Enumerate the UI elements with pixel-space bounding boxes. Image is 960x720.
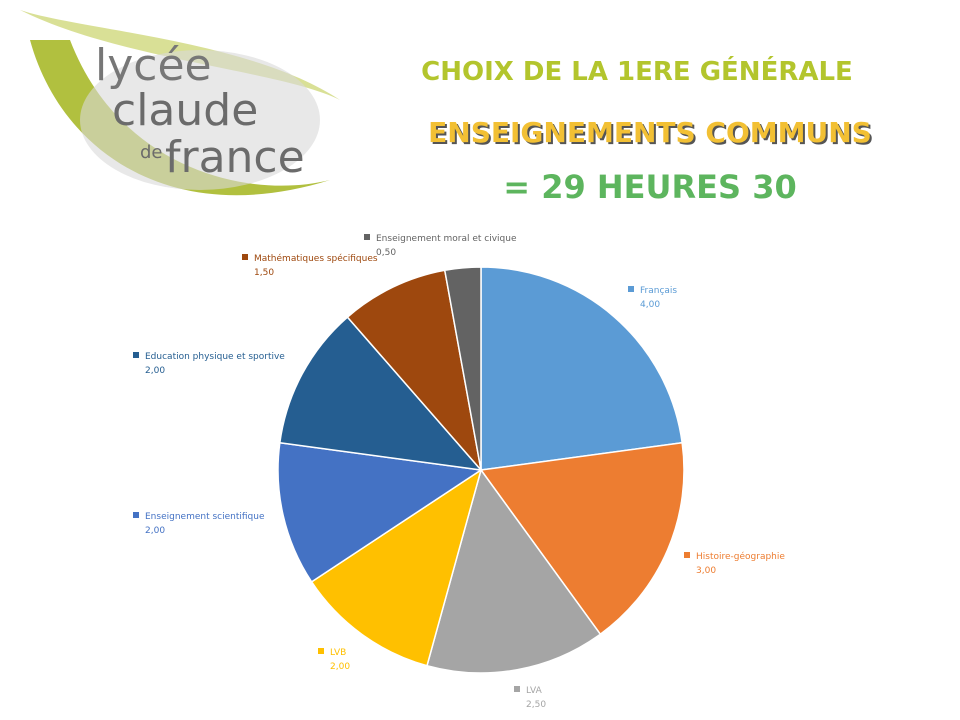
logo-text: lycée xyxy=(95,40,212,91)
logo: lycée claude de france xyxy=(20,10,340,196)
slice-label: LVB xyxy=(330,648,346,658)
legend-swatch xyxy=(318,648,324,654)
legend-swatch xyxy=(242,254,248,260)
pie-slice xyxy=(426,468,602,674)
slice-value: 2,00 xyxy=(145,526,165,536)
slice-label: Enseignement scientifique xyxy=(145,512,265,522)
slice-label: Mathématiques spécifiques xyxy=(254,253,378,264)
legend-swatch xyxy=(628,286,634,292)
slice-value: 2,00 xyxy=(145,366,165,376)
legend-swatch xyxy=(133,352,139,358)
legend-swatch xyxy=(364,234,370,240)
heading: ENSEIGNEMENTS COMMUNS xyxy=(428,116,872,149)
pie-slice xyxy=(479,441,685,636)
heading: = 29 HEURES 30 xyxy=(503,168,796,206)
heading: CHOIX DE LA 1ERE GÉNÉRALE xyxy=(421,55,853,87)
pie-slice xyxy=(278,316,483,472)
slice-label: LVA xyxy=(526,686,543,696)
heading-shadow: ENSEIGNEMENTS COMMUNS xyxy=(430,118,874,151)
slice-value: 4,00 xyxy=(640,300,660,310)
legend-swatch xyxy=(514,686,520,692)
logo-text: claude xyxy=(112,85,258,136)
logo-text: de xyxy=(140,142,163,163)
slice-value: 3,00 xyxy=(696,566,716,576)
pie-slice xyxy=(443,266,482,471)
slice-label: Histoire-géographie xyxy=(696,551,785,562)
logo-shadow xyxy=(80,50,320,190)
slice-label: Français xyxy=(640,286,677,296)
slice-value: 0,50 xyxy=(376,248,396,258)
logo-text: france xyxy=(165,132,305,183)
pie-slice xyxy=(480,266,684,471)
slice-label: Enseignement moral et civique xyxy=(376,234,517,244)
slice-value: 2,00 xyxy=(330,662,350,672)
legend-swatch xyxy=(133,512,139,518)
legend-swatch xyxy=(684,552,690,558)
slice-label: Education physique et sportive xyxy=(145,352,285,362)
slice-value: 1,50 xyxy=(254,268,274,278)
pie-slice xyxy=(277,441,484,583)
pie-slice xyxy=(310,468,483,667)
slice-value: 2,50 xyxy=(526,700,546,710)
pie-slice xyxy=(346,269,483,473)
